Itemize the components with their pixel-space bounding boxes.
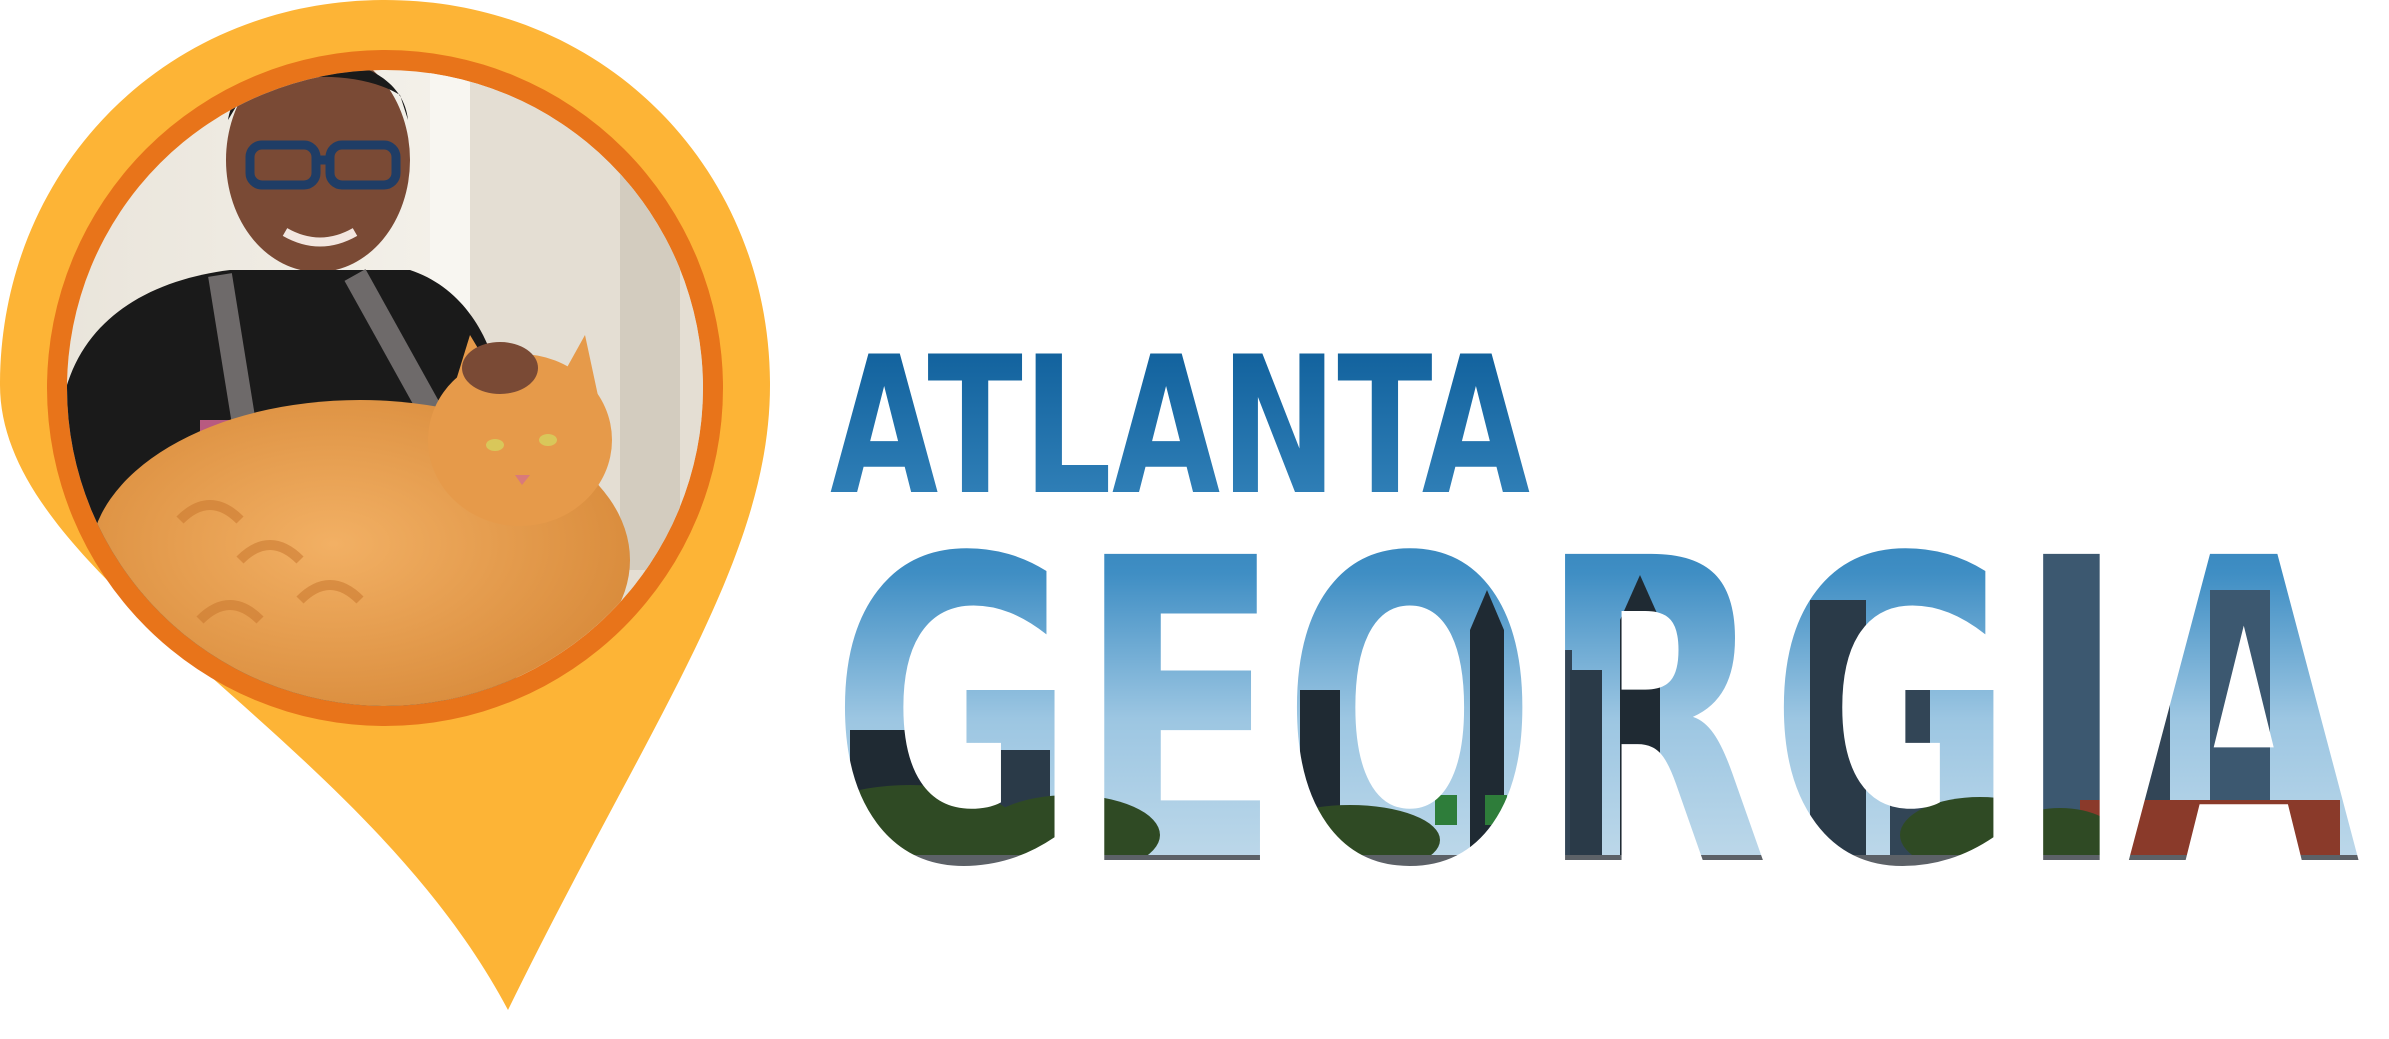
- heading-georgia: GEORGIA: [830, 471, 2360, 870]
- headline: ATLANTA GEORGIA: [830, 330, 2360, 870]
- location-pin: [0, 0, 770, 1010]
- heading-atlanta: ATLANTA: [830, 330, 1530, 537]
